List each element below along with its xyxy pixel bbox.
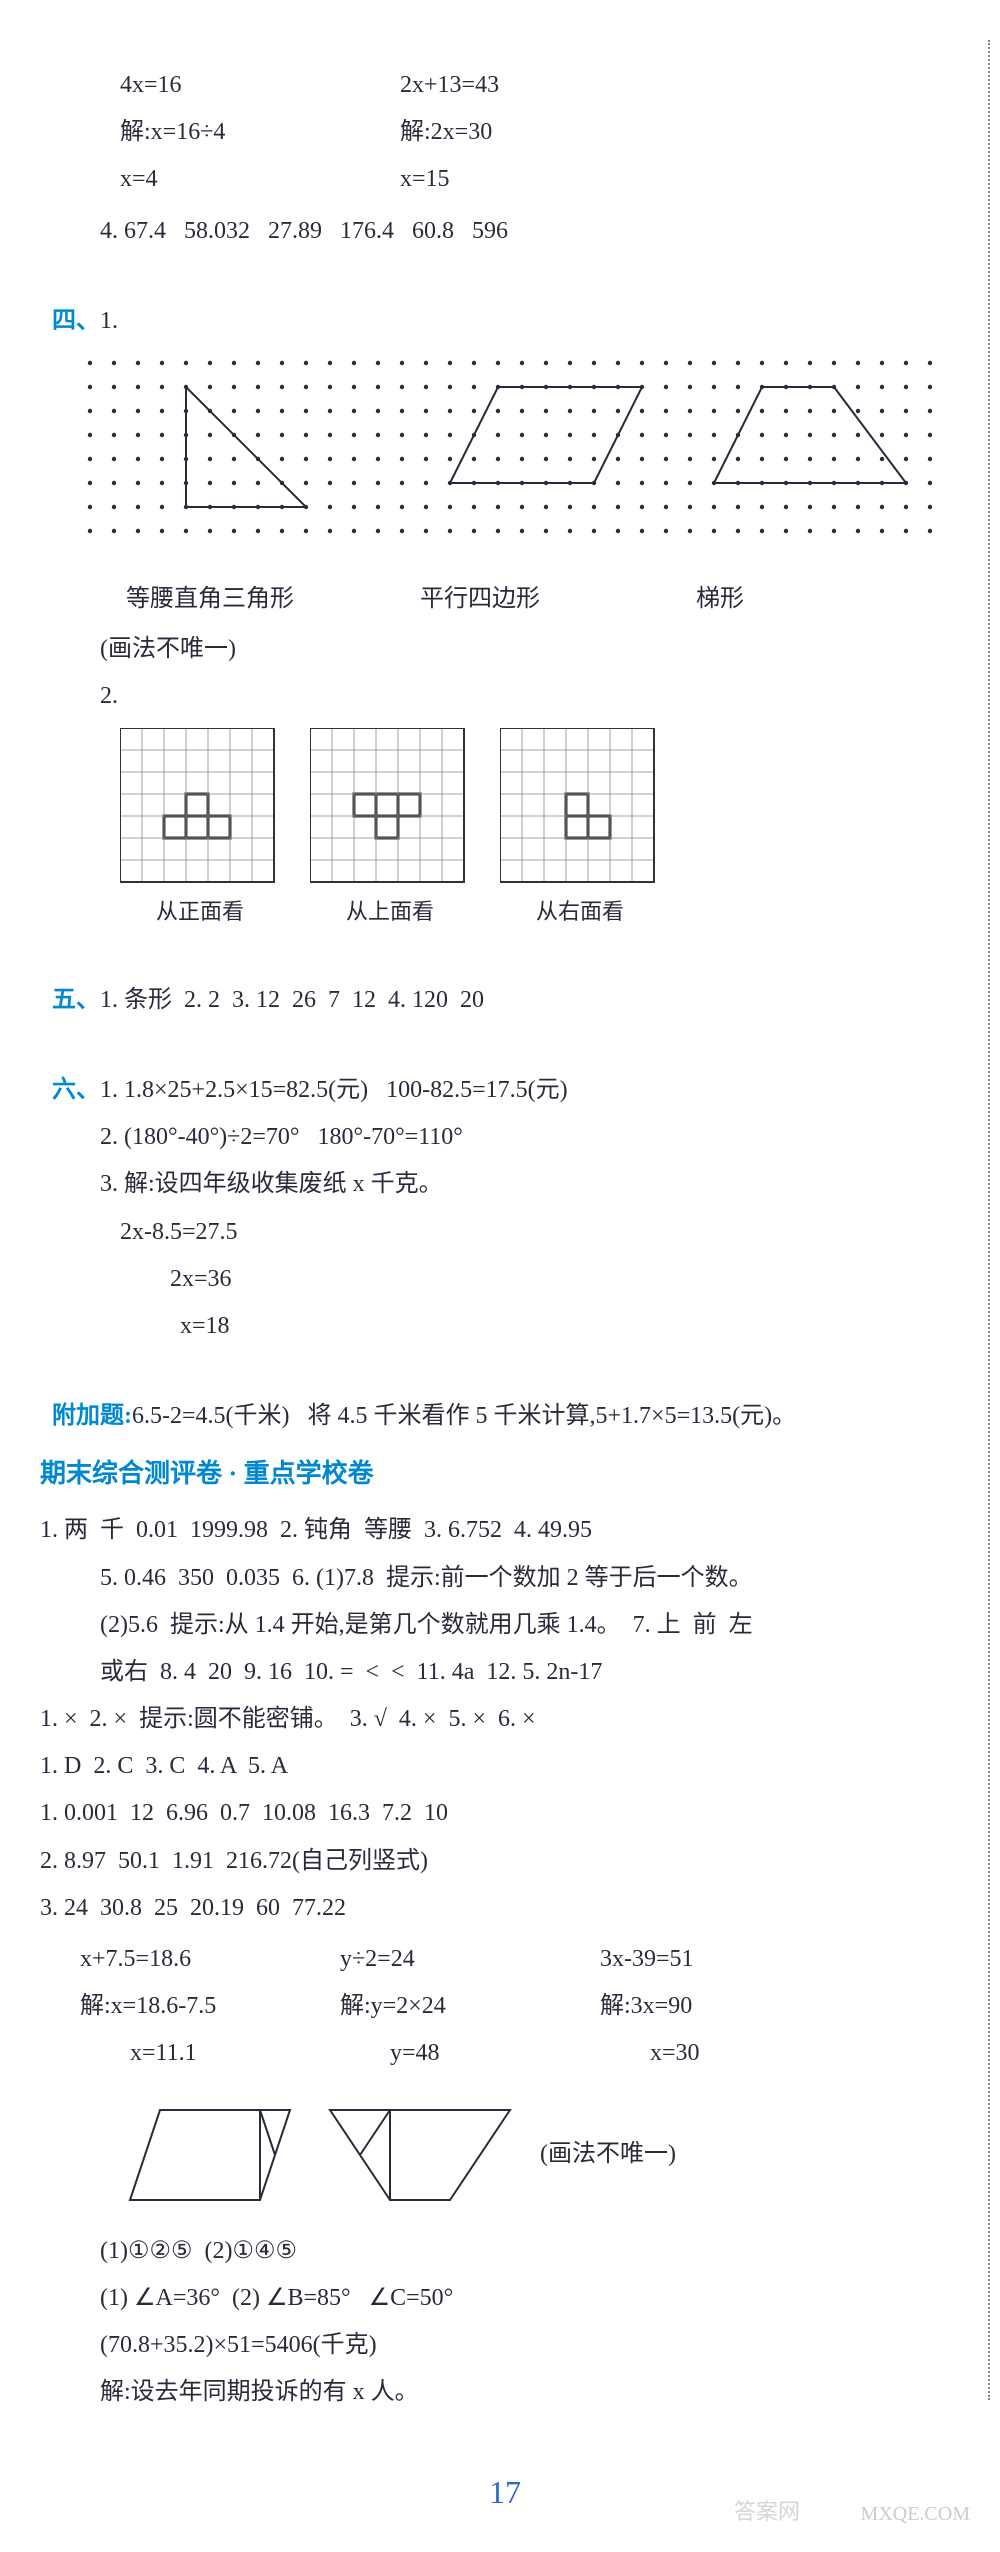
section-6-l1: 六、1. 1.8×25+2.5×15=82.5(元) 100-82.5=17.5… — [40, 1026, 970, 1112]
page-number: 17 — [40, 2464, 970, 2522]
b-eq2-l3: y=48 — [340, 2032, 600, 2075]
drawing-not-unique-note: (画法不唯一) — [100, 628, 970, 671]
ortho-front-label: 从正面看 — [120, 892, 280, 932]
b-eq1-l1: x+7.5=18.6 — [80, 1938, 340, 1981]
bottom-equations-row: x+7.5=18.6 解:x=18.6-7.5 x=11.1 y÷2=24 解:… — [40, 1934, 970, 2080]
b-eq3-l1: 3x-39=51 — [600, 1938, 700, 1981]
bottom-l9: 3. 24 30.8 25 20.19 60 77.22 — [40, 1887, 970, 1930]
bottom-l8: 2. 8.97 50.1 1.91 216.72(自己列竖式) — [40, 1840, 970, 1883]
ortho-right-svg — [500, 728, 660, 888]
ortho-front-svg — [120, 728, 280, 888]
page-right-dotted-border — [988, 40, 990, 2400]
section-6-l3: 3. 解:设四年级收集废纸 x 千克。 — [40, 1163, 970, 1206]
bottom-l1: 1. 两 千 0.01 1999.98 2. 钝角 等腰 3. 6.752 4.… — [40, 1509, 970, 1552]
bottom-l13: 解:设去年同期投诉的有 x 人。 — [40, 2371, 970, 2414]
eq2-line1: 2x+13=43 — [400, 64, 499, 107]
bottom-l2: 5. 0.46 350 0.035 6. (1)7.8 提示:前一个数加 2 等… — [40, 1557, 970, 1600]
eq2-line3: x=15 — [400, 158, 499, 201]
b-eq3-l2: 解:3x=90 — [600, 1985, 700, 2028]
bottom-l5: 1. × 2. × 提示:圆不能密铺。 3. √ 4. × 5. × 6. × — [40, 1698, 970, 1741]
section-6-l3a: 2x-8.5=27.5 — [40, 1211, 970, 1254]
b-eq2-l1: y÷2=24 — [340, 1938, 600, 1981]
ortho-top-label: 从上面看 — [310, 892, 470, 932]
additional-text: 6.5-2=4.5(千米) 将 4.5 千米看作 5 千米计算,5+1.7×5=… — [132, 1403, 796, 1429]
section-4-q2: 2. — [40, 675, 970, 718]
bottom-l4: 或右 8. 4 20 9. 16 10. = < < 11. 4a 12. 5.… — [40, 1651, 970, 1694]
section-6-label: 六、 — [52, 1077, 100, 1103]
bottom-l3: (2)5.6 提示:从 1.4 开始,是第几个数就用几乘 1.4。 7. 上 前… — [40, 1604, 970, 1647]
bottom-l7: 1. 0.001 12 6.96 0.7 10.08 16.3 7.2 10 — [40, 1792, 970, 1835]
shape3-label: 梯形 — [696, 586, 744, 612]
shape-labels-row: 等腰直角三角形 平行四边形 梯形 — [80, 578, 970, 621]
eq1-line1: 4x=16 — [40, 64, 400, 107]
top-row4: 4. 67.4 58.032 27.89 176.4 60.8 596 — [40, 210, 970, 253]
shape2-label: 平行四边形 — [420, 586, 540, 612]
eq2-line2: 解:2x=30 — [400, 111, 499, 154]
b-eq3-l3: x=30 — [600, 2032, 700, 2075]
top-equations-row: 4x=16 解:x=16÷4 x=4 2x+13=43 解:2x=30 x=15 — [40, 60, 970, 206]
parallelogram-shapes-row: (画法不唯一) — [100, 2090, 970, 2220]
b-eq1-l2: 解:x=18.6-7.5 — [80, 1985, 340, 2028]
b-eq1-l3: x=11.1 — [80, 2032, 340, 2075]
section-5-text: 1. 条形 2. 2 3. 12 26 7 12 4. 120 20 — [100, 987, 484, 1013]
ortho-right-label: 从右面看 — [500, 892, 660, 932]
dot-grid-svg — [80, 353, 960, 553]
additional-question: 附加题:6.5-2=4.5(千米) 将 4.5 千米看作 5 千米计算,5+1.… — [40, 1352, 970, 1438]
eq1-line2: 解:x=16÷4 — [40, 111, 400, 154]
additional-label: 附加题: — [52, 1403, 132, 1429]
parallelogram-shape-2 — [320, 2090, 520, 2220]
b-eq2-l2: 解:y=2×24 — [340, 1985, 600, 2028]
orthographic-views: 从正面看 从上面看 从右面看 — [120, 728, 970, 932]
dot-grid-shapes — [80, 353, 970, 568]
section-4-label: 四、 — [52, 308, 100, 334]
section-6-l3c: x=18 — [40, 1305, 970, 1348]
bottom-l12: (70.8+35.2)×51=5406(千克) — [40, 2324, 970, 2367]
bottom-l6: 1. D 2. C 3. C 4. A 5. A — [40, 1745, 970, 1788]
section-6-l2: 2. (180°-40°)÷2=70° 180°-70°=110° — [40, 1116, 970, 1159]
shape1-label: 等腰直角三角形 — [126, 586, 294, 612]
bottom-l11: (1) ∠A=36° (2) ∠B=85° ∠C=50° — [40, 2277, 970, 2320]
eq1-line3: x=4 — [40, 158, 400, 201]
parallelogram-shape-1 — [100, 2090, 300, 2220]
section-6-l3b: 2x=36 — [40, 1258, 970, 1301]
section-6-l1-text: 1. 1.8×25+2.5×15=82.5(元) 100-82.5=17.5(元… — [100, 1077, 568, 1103]
bottom-l10: (1)①②⑤ (2)①④⑤ — [40, 2230, 970, 2273]
section-4-q1: 1. — [100, 308, 118, 334]
watermark-url: MXQE.COM — [861, 2496, 970, 2532]
section-4-header: 四、1. — [40, 257, 970, 343]
exam-heading: 期末综合测评卷 · 重点学校卷 — [40, 1451, 970, 1498]
ortho-top-svg — [310, 728, 470, 888]
section-5-line: 五、1. 条形 2. 2 3. 12 26 7 12 4. 120 20 — [40, 935, 970, 1021]
section-5-label: 五、 — [52, 987, 100, 1013]
shape-note: (画法不唯一) — [540, 2133, 676, 2176]
watermark-logo: 答案网 — [734, 2492, 800, 2532]
